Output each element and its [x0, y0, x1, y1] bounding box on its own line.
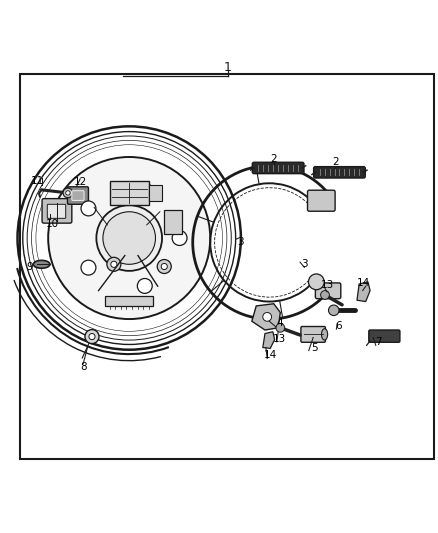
- Circle shape: [157, 260, 171, 273]
- Text: 11: 11: [31, 176, 44, 186]
- Circle shape: [66, 191, 70, 195]
- Text: 1: 1: [224, 61, 232, 74]
- Circle shape: [263, 312, 272, 321]
- Circle shape: [103, 212, 155, 264]
- Text: 12: 12: [74, 177, 87, 188]
- Ellipse shape: [33, 260, 50, 268]
- Text: 14: 14: [357, 278, 370, 288]
- FancyBboxPatch shape: [42, 199, 72, 223]
- Circle shape: [172, 231, 187, 246]
- Circle shape: [321, 290, 329, 300]
- FancyBboxPatch shape: [252, 162, 304, 174]
- Circle shape: [138, 278, 152, 293]
- Text: 3: 3: [237, 237, 244, 247]
- FancyBboxPatch shape: [164, 209, 182, 233]
- Text: 6: 6: [335, 321, 342, 330]
- Circle shape: [111, 261, 117, 268]
- Circle shape: [308, 274, 324, 290]
- Text: 8: 8: [80, 362, 87, 372]
- FancyBboxPatch shape: [301, 327, 325, 342]
- Circle shape: [138, 183, 152, 198]
- FancyBboxPatch shape: [47, 204, 66, 219]
- Circle shape: [81, 260, 96, 275]
- Text: 3: 3: [301, 260, 308, 269]
- FancyBboxPatch shape: [314, 167, 365, 178]
- Ellipse shape: [321, 329, 328, 340]
- Circle shape: [48, 157, 210, 319]
- Text: 14: 14: [264, 350, 277, 360]
- Text: 2: 2: [332, 157, 339, 167]
- Text: 13: 13: [321, 280, 334, 290]
- FancyBboxPatch shape: [105, 296, 153, 306]
- Text: 13: 13: [272, 334, 286, 344]
- Circle shape: [328, 305, 339, 316]
- FancyBboxPatch shape: [315, 283, 341, 298]
- FancyBboxPatch shape: [110, 181, 149, 205]
- FancyBboxPatch shape: [67, 187, 88, 204]
- Circle shape: [96, 205, 162, 271]
- FancyBboxPatch shape: [72, 191, 84, 200]
- Text: 7: 7: [375, 337, 382, 348]
- FancyBboxPatch shape: [307, 190, 335, 211]
- Circle shape: [81, 201, 96, 216]
- Circle shape: [161, 263, 167, 270]
- Circle shape: [85, 329, 99, 344]
- Polygon shape: [357, 282, 370, 302]
- Text: 4: 4: [276, 318, 283, 328]
- Circle shape: [107, 257, 121, 271]
- Circle shape: [276, 324, 285, 332]
- Bar: [20, 74, 434, 459]
- Text: 9: 9: [26, 262, 33, 271]
- FancyBboxPatch shape: [369, 330, 400, 342]
- Circle shape: [63, 188, 73, 198]
- FancyBboxPatch shape: [149, 185, 162, 201]
- Polygon shape: [263, 332, 275, 349]
- Text: 5: 5: [311, 343, 318, 352]
- Circle shape: [89, 334, 95, 340]
- Text: 10: 10: [46, 219, 59, 229]
- Polygon shape: [252, 304, 280, 330]
- Text: 2: 2: [270, 154, 277, 164]
